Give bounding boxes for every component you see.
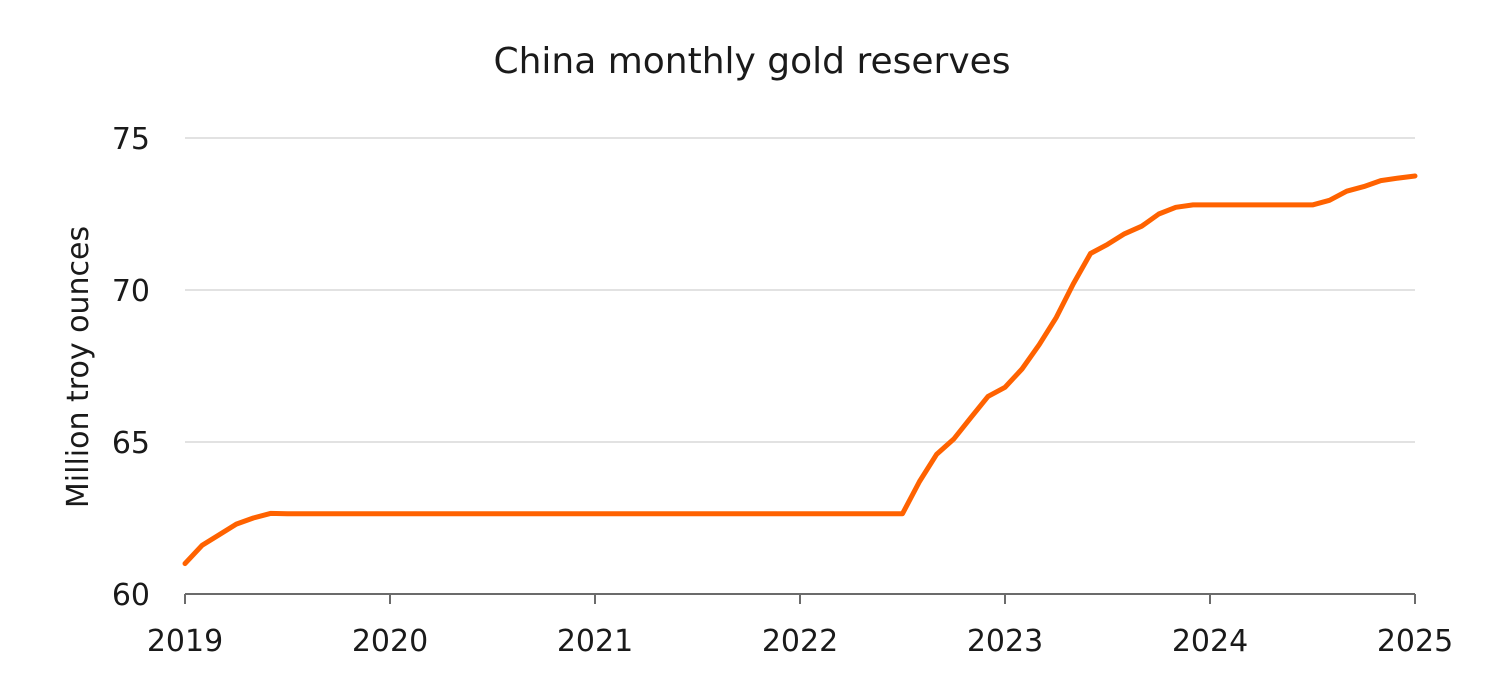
x-tick-label: 2024 [1172,624,1248,659]
x-tick-label: 2023 [967,624,1043,659]
x-tick-label: 2025 [1377,624,1453,659]
y-tick-label: 60 [112,578,150,613]
chart-title: China monthly gold reserves [493,41,1010,82]
series-line [182,173,1418,567]
y-axis-ticks: 60 65 70 75 [112,122,150,613]
y-tick-label: 75 [112,122,150,157]
x-tick-label: 2019 [147,624,223,659]
gridlines [185,137,1415,443]
series-group [182,173,1418,567]
y-tick-label: 70 [112,274,150,309]
x-tick-label: 2020 [352,624,428,659]
y-tick-label: 65 [112,426,150,461]
x-tick-label: 2021 [557,624,633,659]
x-tick-label: 2022 [762,624,838,659]
y-axis-label: Million troy ounces [61,226,96,508]
x-axis-ticks: 2019 2020 2021 2022 2023 2024 2025 [147,594,1453,659]
